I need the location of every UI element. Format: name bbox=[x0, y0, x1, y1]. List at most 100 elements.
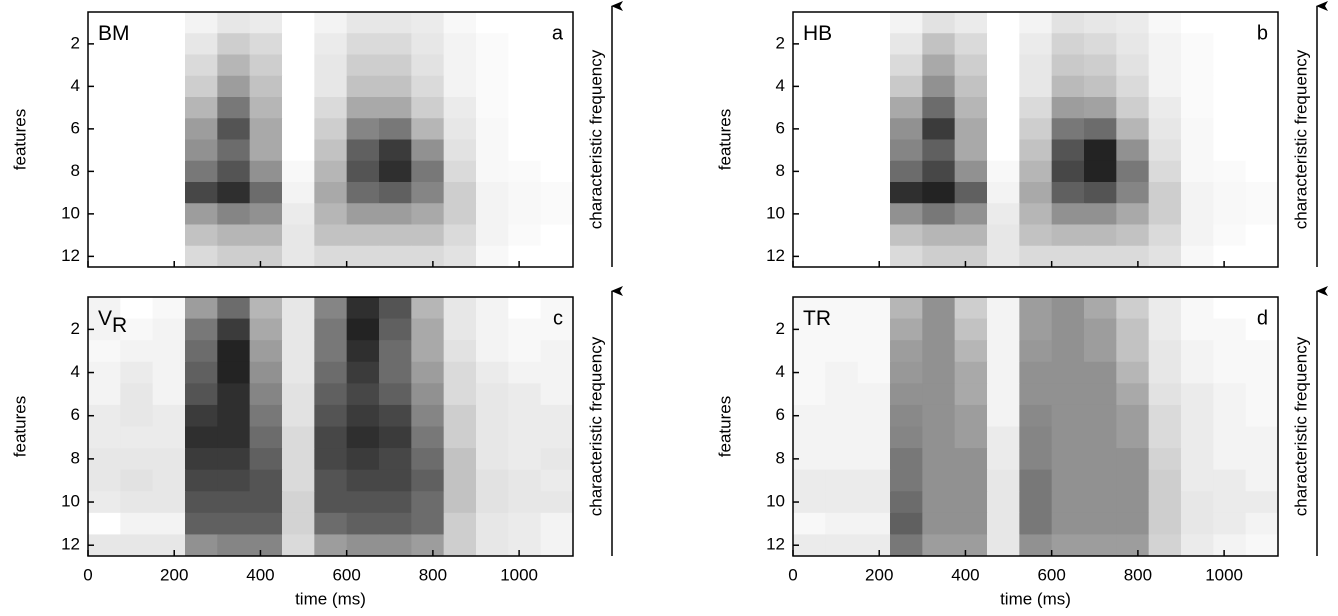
heat-cell bbox=[120, 340, 154, 363]
heat-cell bbox=[346, 245, 380, 268]
heat-cell bbox=[282, 318, 315, 341]
heat-cell bbox=[1148, 160, 1182, 183]
x-tick-label: 400 bbox=[951, 565, 979, 584]
heat-cell bbox=[152, 54, 186, 77]
heat-cell bbox=[890, 75, 923, 98]
heat-cell bbox=[1019, 54, 1053, 77]
heat-cell bbox=[1245, 318, 1279, 341]
heat-cell bbox=[954, 160, 988, 183]
heat-cell bbox=[443, 75, 477, 98]
heat-cell bbox=[540, 491, 574, 514]
heat-cell bbox=[1245, 340, 1279, 363]
heat-cell bbox=[1181, 245, 1214, 268]
heat-cell bbox=[508, 340, 542, 363]
heat-cell bbox=[88, 12, 121, 34]
heat-cell bbox=[314, 75, 348, 98]
heat-cell bbox=[88, 512, 121, 535]
heat-cell bbox=[1148, 318, 1182, 341]
heat-cell bbox=[1213, 297, 1247, 320]
heat-cell bbox=[1148, 12, 1182, 34]
heat-cell bbox=[476, 182, 509, 204]
y-tick-label: 6 bbox=[71, 405, 80, 424]
heat-cell bbox=[379, 224, 412, 247]
heat-cell bbox=[1084, 340, 1117, 363]
heat-cell bbox=[1084, 448, 1117, 471]
heat-cell bbox=[314, 340, 348, 363]
heat-cell bbox=[1213, 139, 1247, 162]
heat-cell bbox=[1051, 361, 1085, 384]
heat-cell bbox=[185, 534, 218, 557]
heat-cell bbox=[954, 75, 988, 98]
heat-cell bbox=[88, 383, 121, 406]
heat-cell bbox=[1245, 491, 1279, 514]
heat-cell bbox=[954, 97, 988, 119]
heat-cell bbox=[185, 318, 218, 341]
heat-cell bbox=[1245, 118, 1279, 140]
heat-cell bbox=[825, 224, 859, 247]
heat-cell bbox=[1116, 75, 1150, 98]
heat-cell bbox=[857, 383, 891, 406]
heat-cell bbox=[443, 54, 477, 77]
heat-cell bbox=[857, 33, 891, 55]
y-axis-label: features bbox=[10, 109, 29, 170]
heat-cell bbox=[217, 160, 251, 183]
heat-cell bbox=[793, 512, 826, 535]
heat-cell bbox=[185, 404, 218, 427]
heat-cell bbox=[1148, 75, 1182, 98]
panel-label: VR bbox=[98, 307, 127, 337]
heat-cell bbox=[1116, 512, 1150, 535]
heat-cell bbox=[1245, 97, 1279, 119]
y-axis-label: features bbox=[10, 396, 29, 457]
heat-cell bbox=[825, 54, 859, 77]
heat-cell bbox=[857, 340, 891, 363]
heat-cell bbox=[540, 224, 574, 247]
heat-cell bbox=[825, 245, 859, 268]
heat-cell bbox=[890, 448, 923, 471]
heat-cell bbox=[443, 318, 477, 341]
heat-cell bbox=[1213, 75, 1247, 98]
heat-cell bbox=[793, 224, 826, 247]
y-tick-label: 2 bbox=[71, 33, 80, 52]
heat-cell bbox=[411, 404, 445, 427]
heat-cell bbox=[1213, 491, 1247, 514]
heat-cell bbox=[152, 118, 186, 140]
heat-cell bbox=[540, 160, 574, 183]
heat-cell bbox=[88, 118, 121, 140]
heat-cell bbox=[1148, 534, 1182, 557]
heat-cell bbox=[1245, 75, 1279, 98]
heat-cell bbox=[1116, 160, 1150, 183]
heat-cell bbox=[1148, 139, 1182, 162]
heat-cell bbox=[890, 12, 923, 34]
heat-cell bbox=[185, 469, 218, 492]
heat-cell bbox=[282, 75, 315, 98]
heat-cell bbox=[476, 383, 509, 406]
x-tick-label: 1000 bbox=[1205, 565, 1243, 584]
heat-cell bbox=[987, 160, 1020, 183]
heat-cell bbox=[1116, 534, 1150, 557]
heat-cell bbox=[152, 297, 186, 320]
heat-cell bbox=[922, 12, 956, 34]
heat-cell bbox=[249, 224, 283, 247]
heat-cell bbox=[152, 139, 186, 162]
heat-cell bbox=[88, 404, 121, 427]
heat-cell bbox=[922, 182, 956, 204]
heat-cell bbox=[443, 448, 477, 471]
heat-cell bbox=[476, 404, 509, 427]
heat-cell bbox=[217, 534, 251, 557]
heat-cell bbox=[411, 340, 445, 363]
heat-cell bbox=[793, 448, 826, 471]
heat-cell bbox=[217, 448, 251, 471]
heat-cell bbox=[954, 426, 988, 449]
heat-cell bbox=[88, 75, 121, 98]
heat-cell bbox=[922, 512, 956, 535]
heat-cell bbox=[890, 469, 923, 492]
heat-cell bbox=[1051, 340, 1085, 363]
heat-cell bbox=[1019, 491, 1053, 514]
heat-cell bbox=[857, 361, 891, 384]
heat-cell bbox=[443, 182, 477, 204]
heat-cell bbox=[1116, 491, 1150, 514]
heat-cell bbox=[120, 383, 154, 406]
heat-cell bbox=[1084, 139, 1117, 162]
x-tick-label: 800 bbox=[1124, 565, 1152, 584]
heat-cell bbox=[1181, 182, 1214, 204]
